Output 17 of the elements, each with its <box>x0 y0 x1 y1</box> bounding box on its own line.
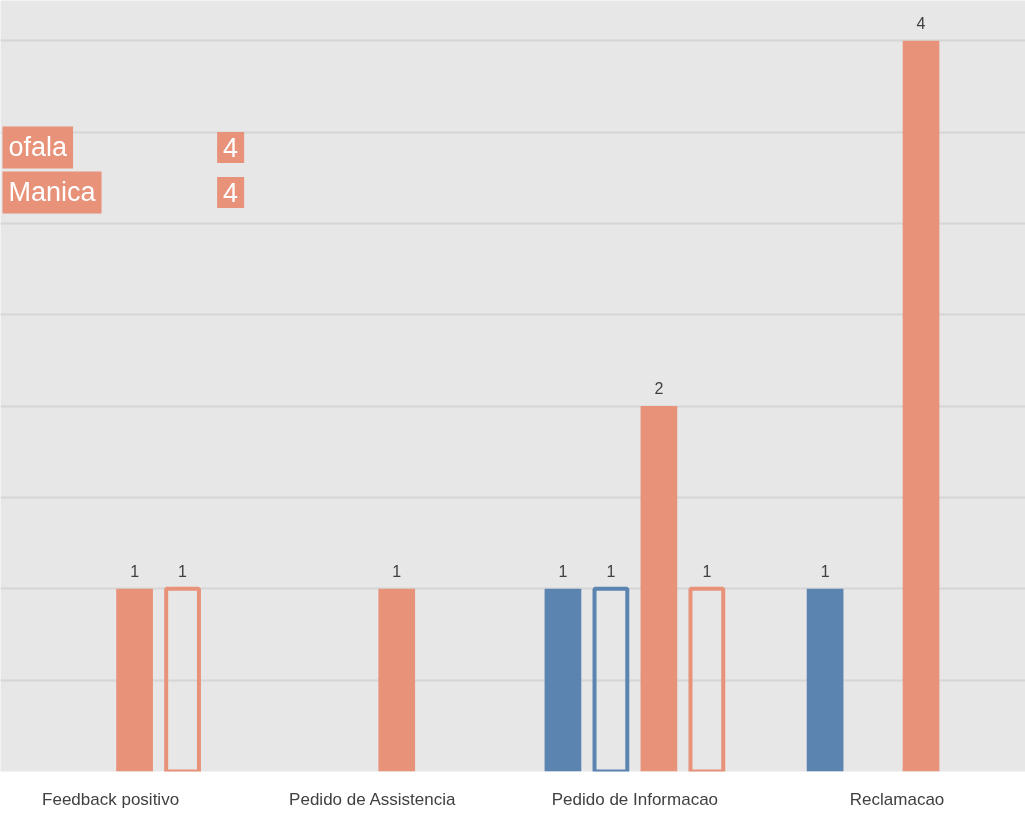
data-label: 1 <box>606 562 616 580</box>
annotation: ofala <box>8 132 69 163</box>
x-tick-label: Pedido de Informacao <box>551 789 719 809</box>
data-label: 1 <box>392 562 402 580</box>
annotation: 4 <box>223 178 239 208</box>
data-label: 2 <box>654 380 664 398</box>
annotation: Manica <box>8 177 97 208</box>
data-label: 1 <box>130 562 140 580</box>
data-label: 1 <box>820 562 830 580</box>
x-tick-label: Reclamacao <box>849 789 945 809</box>
x-tick-label: Feedback positivo <box>42 789 180 809</box>
data-label: 4 <box>916 14 926 32</box>
annotation: 4 <box>223 133 239 163</box>
data-label: 1 <box>178 562 188 580</box>
data-label: 1 <box>558 562 568 580</box>
x-tick-label: Pedido de Assistencia <box>289 789 456 809</box>
data-label: 1 <box>702 562 712 580</box>
